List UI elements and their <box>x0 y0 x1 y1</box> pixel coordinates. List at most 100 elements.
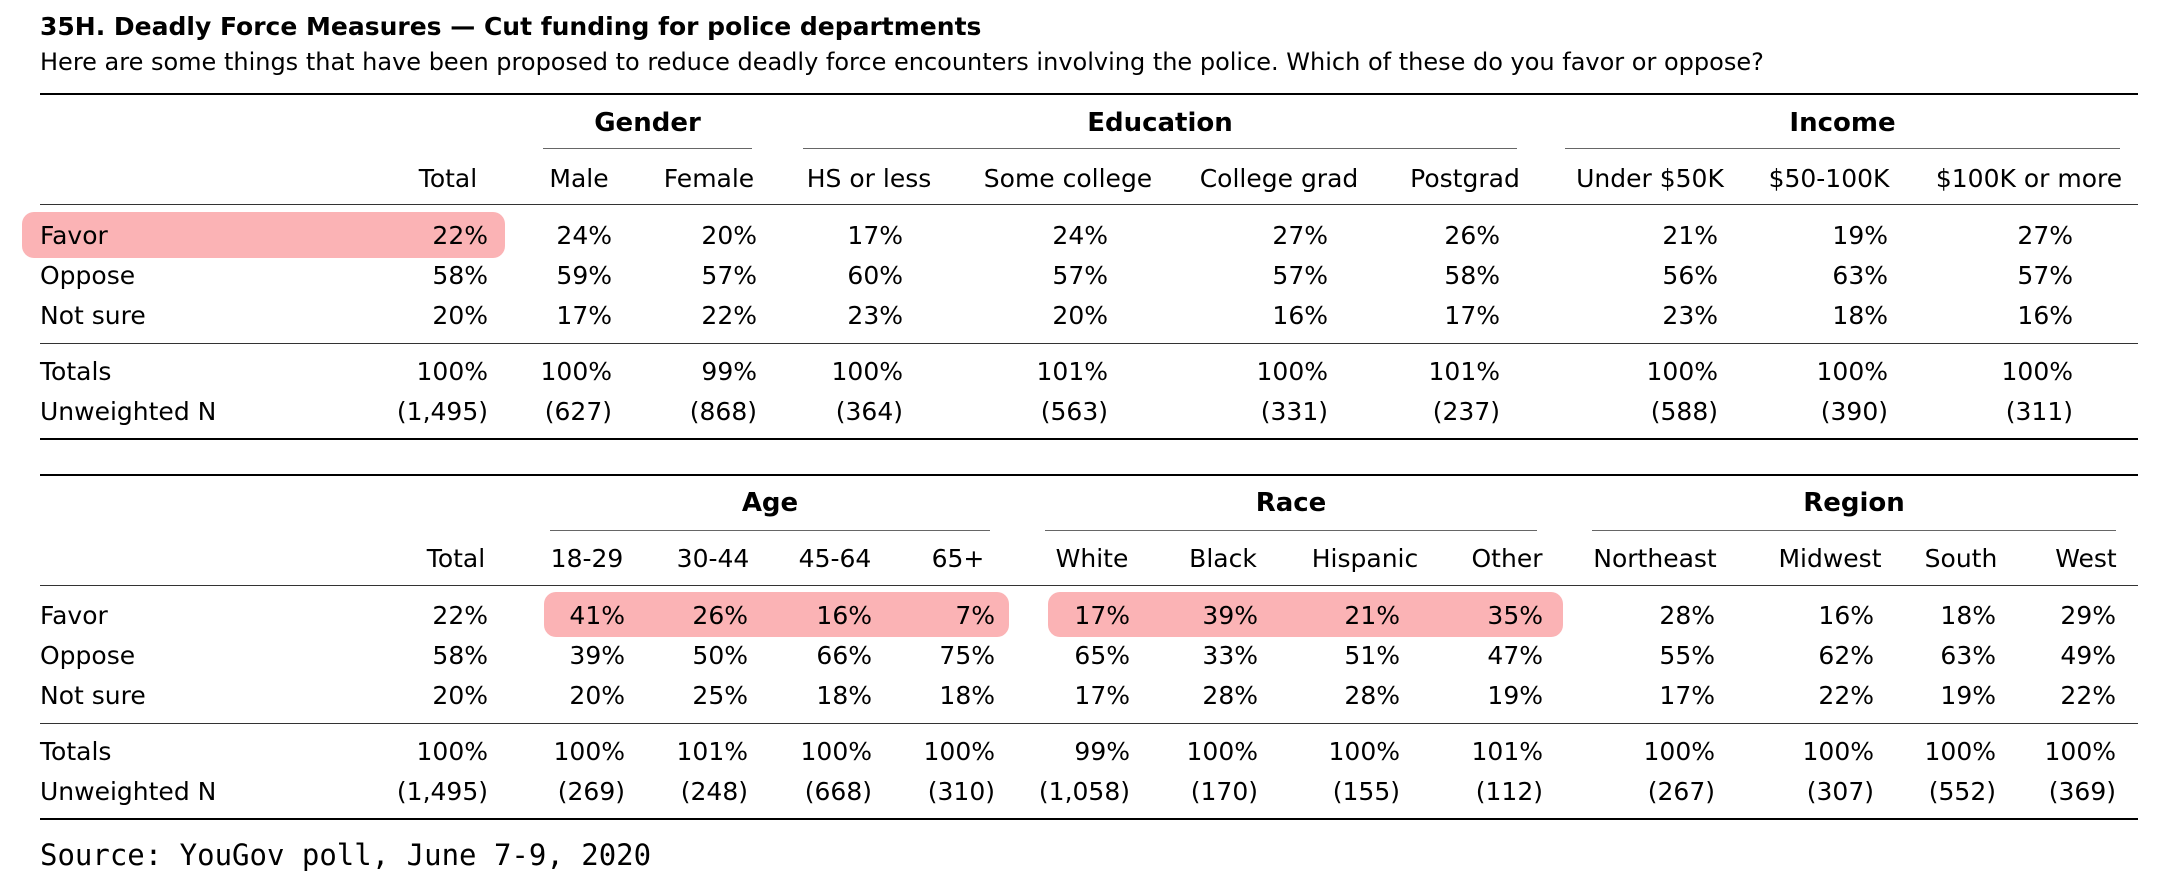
table-cell: 22% <box>1818 681 1874 710</box>
table-cell: (552) <box>1928 777 1996 806</box>
table-cell: 65% <box>1074 641 1130 670</box>
table-cell: 100% <box>553 737 625 766</box>
table-cell: 28% <box>1659 601 1715 630</box>
table-cell: (588) <box>1650 397 1718 426</box>
row-label-favor: Favor <box>40 221 108 250</box>
column-header-some-college: Some college <box>983 164 1153 193</box>
table-cell: 22% <box>701 301 757 330</box>
table-cell: (1,495) <box>396 397 488 426</box>
column-header-postgrad: Postgrad <box>1410 164 1520 193</box>
table-cell: 21% <box>1344 601 1400 630</box>
table-cell: 100% <box>1256 357 1328 386</box>
table-cell: 17% <box>1074 681 1130 710</box>
table-cell: (170) <box>1190 777 1258 806</box>
top-rule <box>40 474 2138 476</box>
table-cell: 59% <box>556 261 612 290</box>
group-header-income: Income <box>1789 108 1896 138</box>
totals-rule <box>40 723 2138 724</box>
table-cell: 18% <box>1940 601 1996 630</box>
group-header-education: Education <box>1087 108 1233 138</box>
bottom-rule <box>40 438 2138 440</box>
table-cell: 22% <box>432 601 488 630</box>
column-header-100k-or-more: $100K or more <box>1935 164 2123 193</box>
column-header-northeast: Northeast <box>1593 544 1717 573</box>
table-cell: 26% <box>1444 221 1500 250</box>
table-cell: (1,495) <box>396 777 488 806</box>
table-cell: (369) <box>2048 777 2116 806</box>
table-cell: (269) <box>557 777 625 806</box>
table-cell: 50% <box>692 641 748 670</box>
highlight-box <box>544 592 1009 637</box>
table-cell: 22% <box>2060 681 2116 710</box>
table-title: 35H. Deadly Force Measures — Cut funding… <box>40 12 982 41</box>
table-cell: 7% <box>955 601 995 630</box>
column-header-south: South <box>1924 544 1998 573</box>
table-cell: (390) <box>1820 397 1888 426</box>
column-header-total: Total <box>426 544 486 573</box>
table-cell: 49% <box>2060 641 2116 670</box>
table-cell: (627) <box>544 397 612 426</box>
table-cell: 16% <box>816 601 872 630</box>
table-cell: 27% <box>2017 221 2073 250</box>
table-cell: 57% <box>1052 261 1108 290</box>
table-cell: 100% <box>800 737 872 766</box>
table-cell: 18% <box>816 681 872 710</box>
column-header-total: Total <box>418 164 478 193</box>
table-cell: 19% <box>1940 681 1996 710</box>
group-header-age: Age <box>741 488 799 518</box>
table-cell: 58% <box>1444 261 1500 290</box>
table-cell: 101% <box>1471 737 1543 766</box>
table-cell: 18% <box>1832 301 1888 330</box>
table-cell: 58% <box>432 641 488 670</box>
group-underline-race <box>1045 530 1537 531</box>
table-cell: (307) <box>1806 777 1874 806</box>
table-cell: 39% <box>569 641 625 670</box>
column-header-50-100k: $50-100K <box>1768 164 1890 193</box>
table-cell: 51% <box>1344 641 1400 670</box>
table-cell: 100% <box>2044 737 2116 766</box>
table-cell: 23% <box>847 301 903 330</box>
table-cell: 99% <box>1074 737 1130 766</box>
column-header-west: West <box>2055 544 2117 573</box>
top-rule <box>40 93 2138 95</box>
table-cell: 100% <box>1328 737 1400 766</box>
table-cell: 20% <box>1052 301 1108 330</box>
table-cell: 63% <box>1832 261 1888 290</box>
table-cell: 17% <box>1659 681 1715 710</box>
table-cell: 100% <box>540 357 612 386</box>
column-header-black: Black <box>1189 544 1257 573</box>
table-cell: (248) <box>680 777 748 806</box>
row-label-oppose: Oppose <box>40 641 136 670</box>
column-header-white: White <box>1055 544 1129 573</box>
row-label-not-sure: Not sure <box>40 681 146 710</box>
group-header-region: Region <box>1803 488 1905 518</box>
table-cell: 20% <box>432 681 488 710</box>
row-label-unweighted-n: Unweighted N <box>40 777 217 806</box>
table-cell: 100% <box>1802 737 1874 766</box>
table-cell: 60% <box>847 261 903 290</box>
table-cell: (311) <box>2005 397 2073 426</box>
table-cell: 18% <box>939 681 995 710</box>
group-underline-gender <box>543 148 752 149</box>
column-header-18-29: 18-29 <box>550 544 624 573</box>
table-cell: (563) <box>1040 397 1108 426</box>
table-cell: 100% <box>416 737 488 766</box>
table-cell: (112) <box>1475 777 1543 806</box>
table-cell: 25% <box>692 681 748 710</box>
column-header-other: Other <box>1471 544 1543 573</box>
group-header-race: Race <box>1255 488 1327 518</box>
table-cell: (310) <box>927 777 995 806</box>
column-header-hs-or-less: HS or less <box>806 164 932 193</box>
row-label-not-sure: Not sure <box>40 301 146 330</box>
table-cell: 58% <box>432 261 488 290</box>
table-cell: 19% <box>1487 681 1543 710</box>
table-cell: 101% <box>1036 357 1108 386</box>
table-subtitle: Here are some things that have been prop… <box>40 48 1764 76</box>
table-cell: 26% <box>692 601 748 630</box>
table-cell: (1,058) <box>1038 777 1130 806</box>
table-cell: 100% <box>1816 357 1888 386</box>
header-rule <box>40 204 2138 205</box>
table-cell: 100% <box>1643 737 1715 766</box>
row-label-totals: Totals <box>40 737 112 766</box>
table-cell: (237) <box>1432 397 1500 426</box>
